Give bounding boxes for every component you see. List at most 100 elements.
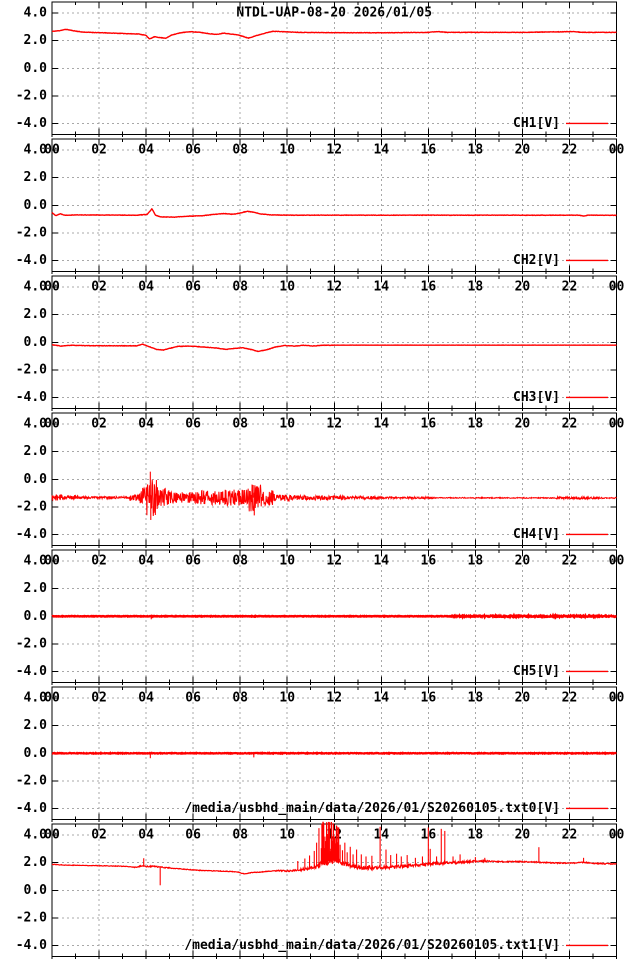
y-tick-label: 2.0: [24, 581, 48, 596]
y-tick-label: -2.0: [16, 910, 47, 925]
x-tick-label: 00: [44, 280, 60, 295]
x-tick-label: 00: [609, 554, 625, 569]
x-tick-label: 12: [326, 417, 342, 432]
x-tick-label: 14: [373, 143, 389, 158]
legend-label: /media/usbhd_main/data/2026/01/S20260105…: [184, 801, 560, 816]
x-tick-label: 02: [91, 143, 107, 158]
panel-ch4: 4.0 2.0 0.0 -2.0 -4.0 00 02 04 06 08 10 12 14 16 18 20 2…: [16, 412, 625, 548]
y-tick-label: -4.0: [16, 801, 47, 816]
y-tick-label: 0.0: [24, 883, 48, 898]
x-tick-label: 00: [44, 828, 60, 843]
x-tick-label: 18: [468, 828, 484, 843]
x-tick-label: 04: [138, 417, 154, 432]
panel-ch5: 4.0 2.0 0.0 -2.0 -4.0 00 02 04 06 08 10 12 14 16 18 20 2…: [16, 549, 625, 685]
y-tick-label: -4.0: [16, 390, 47, 405]
x-tick-label: 08: [232, 417, 248, 432]
x-tick-label: 16: [421, 691, 437, 706]
trace-line: [51, 208, 617, 219]
x-tick-label: 20: [515, 828, 531, 843]
y-tick-label: -2.0: [16, 773, 47, 788]
x-tick-label: 10: [279, 417, 295, 432]
y-tick-label: 4.0: [24, 554, 48, 569]
legend-label: CH2[V]: [513, 253, 560, 268]
y-tick-label: -4.0: [16, 664, 47, 679]
x-tick-label: 06: [185, 417, 201, 432]
y-tick-label: 2.0: [24, 855, 48, 870]
trace-line: [51, 612, 617, 620]
y-tick-label: -2.0: [16, 362, 47, 377]
x-tick-label: 18: [468, 143, 484, 158]
legend-label: CH3[V]: [513, 390, 560, 405]
x-tick-label: 22: [562, 280, 578, 295]
y-tick-label: 0.0: [24, 198, 48, 213]
x-tick-label: 18: [468, 554, 484, 569]
x-tick-label: 02: [91, 417, 107, 432]
x-tick-label: 12: [326, 143, 342, 158]
panel-ch2: 4.0 2.0 0.0 -2.0 -4.0 00 02 04 06 08 10 12 14 16 18 20 2…: [16, 138, 624, 274]
y-tick-label: -4.0: [16, 938, 47, 953]
y-tick-label: 4.0: [24, 143, 48, 158]
x-tick-label: 04: [138, 828, 154, 843]
y-tick-label: 2.0: [24, 170, 48, 185]
x-tick-label: 06: [185, 280, 201, 295]
y-tick-label: 2.0: [24, 718, 48, 733]
y-tick-label: -2.0: [16, 88, 47, 103]
x-tick-label: 00: [44, 691, 60, 706]
y-tick-label: -4.0: [16, 253, 47, 268]
y-tick-label: 4.0: [24, 280, 48, 295]
x-tick-label: 18: [468, 691, 484, 706]
x-tick-label: 20: [515, 143, 531, 158]
x-tick-label: 06: [185, 691, 201, 706]
x-tick-label: 08: [232, 554, 248, 569]
y-tick-label: 4.0: [24, 828, 48, 843]
x-tick-label: 04: [138, 280, 154, 295]
y-tick-label: 0.0: [24, 609, 48, 624]
x-tick-label: 16: [421, 143, 437, 158]
x-tick-label: 16: [421, 280, 437, 295]
x-tick-label: 20: [515, 554, 531, 569]
x-tick-label: 08: [232, 280, 248, 295]
y-tick-label: 0.0: [24, 472, 48, 487]
y-tick-label: 0.0: [24, 746, 48, 761]
x-tick-label: 22: [562, 554, 578, 569]
legend-label: /media/usbhd_main/data/2026/01/S20260105…: [184, 938, 560, 953]
x-tick-label: 22: [562, 828, 578, 843]
legend-label: CH4[V]: [513, 527, 560, 542]
x-tick-label: 00: [609, 691, 625, 706]
x-tick-label: 10: [279, 691, 295, 706]
x-tick-label: 00: [609, 417, 625, 432]
x-tick-label: 00: [44, 554, 60, 569]
trace-line: [51, 28, 617, 40]
y-tick-label: 2.0: [24, 307, 48, 322]
x-tick-label: 06: [185, 554, 201, 569]
x-tick-label: 14: [373, 417, 389, 432]
y-tick-label: 2.0: [24, 444, 48, 459]
x-tick-label: 00: [609, 280, 625, 295]
panel-ch1: 4.0 2.0 0.0 -2.0 -4.0 NTDL-UAP-08-20 2026/01/…: [16, 1, 618, 137]
x-tick-label: 06: [185, 828, 201, 843]
panel-file1: 4.02.00.0-2.0-4.000 02 04 06 08 10 12 14 16 18 20 2…: [16, 821, 625, 959]
x-tick-label: 02: [91, 280, 107, 295]
x-tick-label: 16: [421, 417, 437, 432]
y-tick-label: 0.0: [24, 61, 48, 76]
x-tick-label: 20: [515, 691, 531, 706]
trace-line: [51, 343, 617, 353]
x-tick-label: 08: [232, 828, 248, 843]
x-tick-label: 22: [562, 417, 578, 432]
y-tick-label: 4.0: [24, 417, 48, 432]
x-tick-label: 20: [515, 280, 531, 295]
x-tick-label: 16: [421, 554, 437, 569]
x-tick-label: 14: [373, 691, 389, 706]
x-tick-label: 04: [138, 691, 154, 706]
panel-file0: 4.0 2.0 0.0 -2.0 -4.0 00 02 04 06 08 10 12 14 16 18 20 2…: [16, 686, 625, 822]
x-tick-label: 00: [609, 828, 625, 843]
y-tick-label: -2.0: [16, 499, 47, 514]
x-tick-label: 12: [326, 280, 342, 295]
y-tick-label: 4.0: [24, 691, 48, 706]
y-tick-label: 4.0: [24, 6, 48, 21]
x-tick-label: 12: [326, 554, 342, 569]
x-tick-label: 08: [232, 691, 248, 706]
legend-label: CH5[V]: [513, 664, 560, 679]
x-tick-label: 18: [468, 280, 484, 295]
y-tick-label: 2.0: [24, 33, 48, 48]
